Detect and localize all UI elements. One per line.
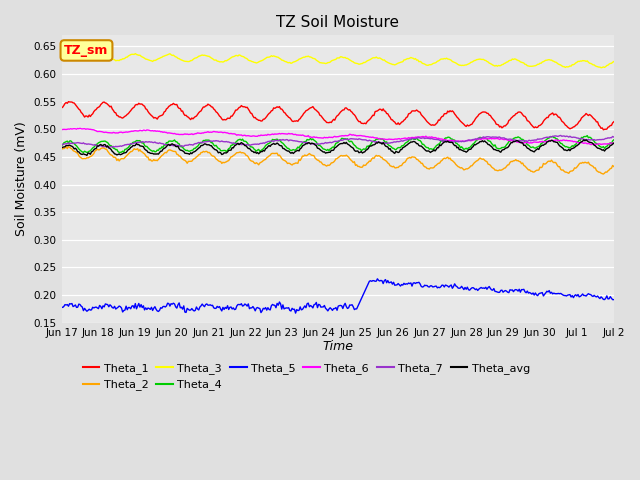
Theta_3 <box>292 59 300 64</box>
Theta_4 <box>58 143 65 148</box>
Theta_7 <box>610 134 618 140</box>
Theta_5 <box>292 310 300 316</box>
Y-axis label: Soil Moisture (mV): Soil Moisture (mV) <box>15 121 28 237</box>
Theta_2 <box>292 160 300 166</box>
Theta_6 <box>292 132 300 137</box>
Theta_5 <box>561 293 569 299</box>
Theta_7 <box>394 139 402 144</box>
Theta_avg <box>465 147 472 153</box>
Theta_2 <box>58 146 65 152</box>
Theta_2 <box>465 166 472 171</box>
Theta_7 <box>230 141 238 146</box>
Line: Theta_7: Theta_7 <box>61 135 614 147</box>
Theta_avg <box>610 140 618 146</box>
Theta_5 <box>291 306 298 312</box>
Theta_4 <box>465 145 472 151</box>
Theta_5 <box>58 304 65 310</box>
Theta_3 <box>597 65 605 71</box>
Theta_3 <box>58 51 65 57</box>
Line: Theta_3: Theta_3 <box>61 53 614 68</box>
Theta_4 <box>230 141 238 147</box>
Theta_2 <box>65 144 72 149</box>
Theta_5 <box>368 278 376 284</box>
Theta_4 <box>368 140 376 145</box>
Theta_3 <box>230 53 238 59</box>
Theta_5 <box>230 305 237 311</box>
Theta_4 <box>584 132 591 138</box>
Theta_7 <box>292 138 300 144</box>
Theta_6 <box>588 142 596 147</box>
Line: Theta_1: Theta_1 <box>61 102 614 130</box>
Theta_4 <box>292 147 300 153</box>
Theta_avg <box>83 153 91 158</box>
Theta_1 <box>292 118 300 124</box>
Theta_5 <box>374 276 381 282</box>
Theta_6 <box>230 131 238 137</box>
Theta_7 <box>105 144 113 150</box>
Theta_1 <box>561 120 568 126</box>
Theta_7 <box>561 134 569 140</box>
Theta_1 <box>65 99 72 105</box>
Theta_6 <box>394 136 402 142</box>
Theta_6 <box>610 140 618 146</box>
Theta_7 <box>58 142 65 148</box>
Theta_7 <box>465 137 472 143</box>
Theta_4 <box>610 137 618 143</box>
Theta_1 <box>465 123 472 129</box>
Theta_1 <box>58 105 65 111</box>
Theta_2 <box>394 165 402 170</box>
Theta_avg <box>561 147 568 153</box>
Line: Theta_avg: Theta_avg <box>61 140 614 156</box>
Theta_5 <box>396 282 403 288</box>
Line: Theta_5: Theta_5 <box>61 279 614 313</box>
Theta_2 <box>561 168 568 174</box>
Theta_1 <box>394 120 402 126</box>
Theta_3 <box>394 60 402 66</box>
Theta_avg <box>394 150 402 156</box>
Theta_avg <box>368 143 376 149</box>
Theta_7 <box>557 132 564 138</box>
Theta_4 <box>561 143 568 149</box>
Theta_avg <box>292 148 300 154</box>
Theta_5 <box>610 297 618 302</box>
Theta_1 <box>230 110 238 116</box>
Theta_3 <box>61 50 69 56</box>
Theta_6 <box>58 127 65 132</box>
Theta_7 <box>368 138 376 144</box>
Theta_3 <box>610 59 618 64</box>
Theta_1 <box>610 119 618 125</box>
Theta_6 <box>465 138 472 144</box>
Theta_3 <box>561 64 568 70</box>
Theta_6 <box>76 125 84 131</box>
Theta_avg <box>580 137 588 143</box>
X-axis label: Time: Time <box>322 340 353 353</box>
Line: Theta_2: Theta_2 <box>61 146 614 174</box>
Theta_1 <box>600 127 607 132</box>
Legend: Theta_1, Theta_2, Theta_3, Theta_4, Theta_5, Theta_6, Theta_7, Theta_avg: Theta_1, Theta_2, Theta_3, Theta_4, Thet… <box>78 359 534 395</box>
Theta_5 <box>466 288 474 293</box>
Theta_2 <box>600 171 607 177</box>
Theta_2 <box>230 152 238 158</box>
Theta_6 <box>368 134 376 140</box>
Theta_4 <box>83 150 91 156</box>
Line: Theta_4: Theta_4 <box>61 135 614 153</box>
Theta_4 <box>394 145 402 151</box>
Theta_1 <box>368 114 376 120</box>
Theta_avg <box>58 145 65 151</box>
Title: TZ Soil Moisture: TZ Soil Moisture <box>276 15 399 30</box>
Theta_3 <box>465 61 472 67</box>
Theta_2 <box>368 156 376 162</box>
Theta_avg <box>230 143 238 149</box>
Text: TZ_sm: TZ_sm <box>64 44 109 57</box>
Theta_6 <box>561 137 568 143</box>
Theta_3 <box>368 56 376 61</box>
Theta_2 <box>610 164 618 169</box>
Line: Theta_6: Theta_6 <box>61 128 614 144</box>
